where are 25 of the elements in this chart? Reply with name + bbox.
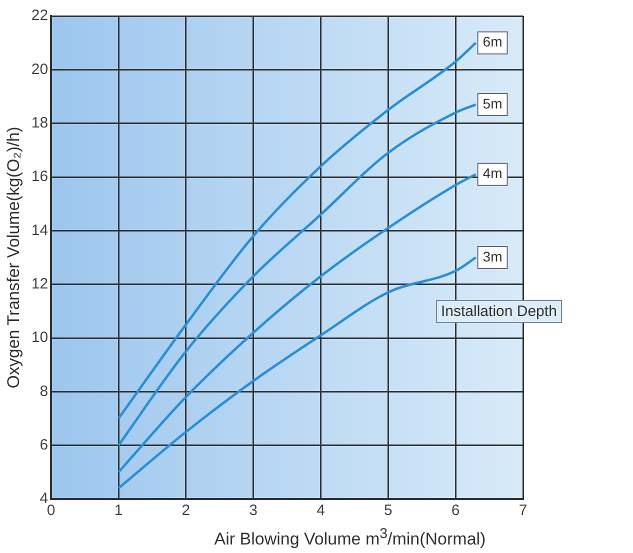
series-label: 6m <box>482 34 502 50</box>
y-tick-label: 22 <box>31 7 48 24</box>
x-tick-label: 2 <box>182 502 190 520</box>
annotation: Installation Depth <box>436 300 562 323</box>
y-tick-label: 6 <box>40 436 48 454</box>
series-label: 5m <box>482 95 502 112</box>
x-tick-label: 7 <box>518 502 528 520</box>
series-label: 4m <box>482 165 502 182</box>
y-tick-label: 18 <box>31 114 48 132</box>
series-label: 3m <box>482 248 502 264</box>
x-axis-title: Air Blowing Volume m$^{3}$/min(Normal) <box>213 526 487 550</box>
y-tick-label: 4 <box>40 490 48 508</box>
y-tick-label: 8 <box>40 382 48 400</box>
x-tick-label: 5 <box>384 502 392 520</box>
x-tick-label: 0 <box>46 502 56 520</box>
x-tick-label: 1 <box>114 502 123 520</box>
y-tick-label: 14 <box>31 222 48 239</box>
x-tick-label: 6 <box>451 502 460 520</box>
y-tick-label: 12 <box>31 275 48 292</box>
y-tick-label: 20 <box>31 60 48 78</box>
x-tick-label: 4 <box>316 502 325 520</box>
x-tick-label: 3 <box>249 502 258 520</box>
y-axis-title: Oxygen Transfer Volume(kg(O₂)/h) <box>4 126 23 388</box>
y-tick-label: 10 <box>31 329 48 346</box>
y-tick-label: 16 <box>31 168 48 186</box>
